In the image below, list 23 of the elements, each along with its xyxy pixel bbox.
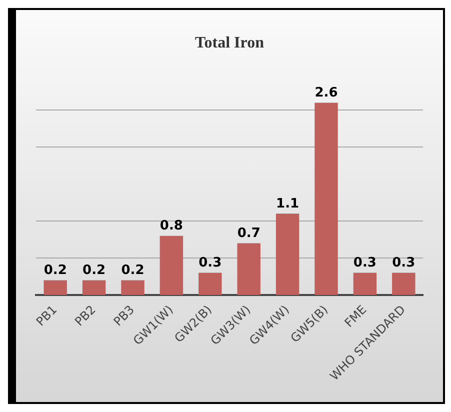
data-label: 0.2 <box>44 263 67 278</box>
data-label: 0.7 <box>237 226 260 242</box>
bar <box>160 236 184 295</box>
bar <box>121 280 144 295</box>
bar <box>198 272 222 295</box>
bar <box>82 280 106 295</box>
data-label: 1.1 <box>276 196 300 212</box>
bar <box>314 102 338 295</box>
data-label: 2.6 <box>314 86 338 101</box>
data-label: 0.8 <box>160 218 183 234</box>
data-label: 0.2 <box>121 263 144 278</box>
data-label: 0.2 <box>82 263 106 278</box>
chart-title: Total Iron <box>195 34 264 52</box>
x-tick-label: PB2 <box>72 302 98 329</box>
bar <box>276 214 300 295</box>
bar <box>237 243 260 295</box>
data-label: 0.3 <box>353 256 376 271</box>
bar <box>392 272 416 295</box>
data-label: 0.3 <box>198 256 222 271</box>
bar <box>353 272 377 295</box>
data-label: 0.3 <box>392 256 416 271</box>
x-tick-label: PB1 <box>33 302 60 329</box>
bar <box>44 280 67 295</box>
